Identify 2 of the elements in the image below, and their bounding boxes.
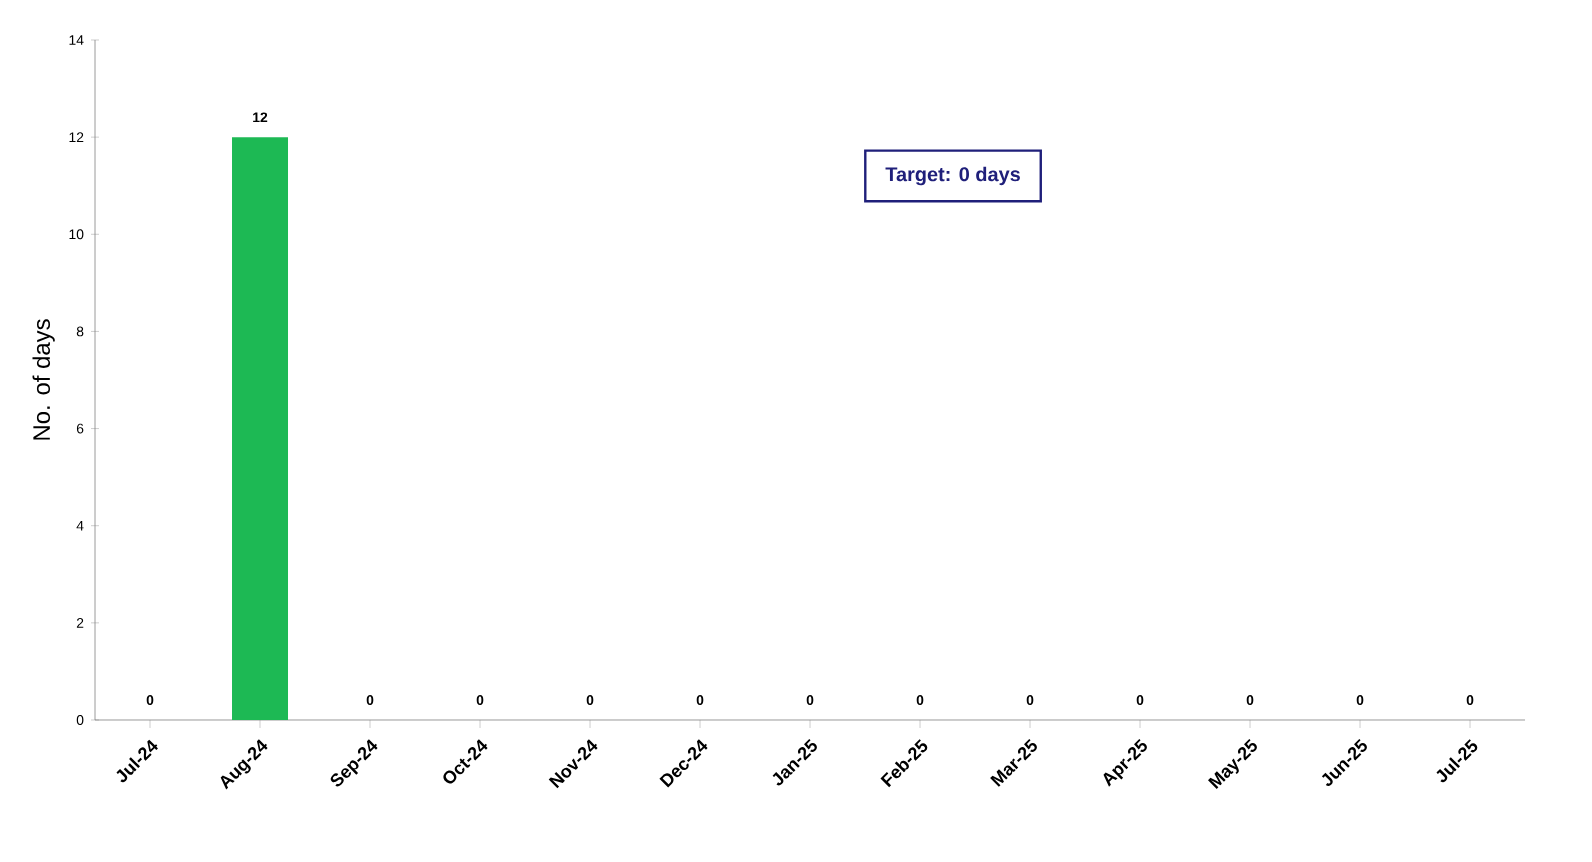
y-axis-title: No. of days [32,319,55,440]
annotation: Target: 0 days [885,166,1020,186]
